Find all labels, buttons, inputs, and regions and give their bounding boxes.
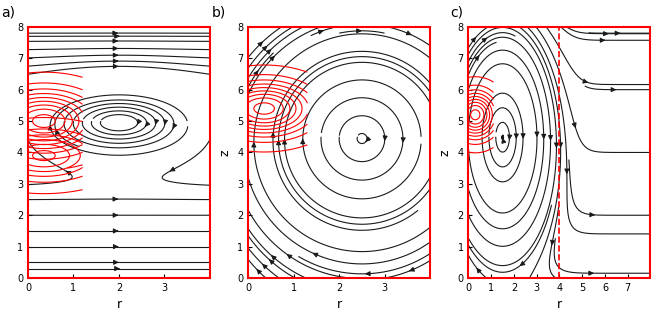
FancyArrowPatch shape xyxy=(113,197,117,201)
FancyArrowPatch shape xyxy=(266,50,271,54)
Y-axis label: z: z xyxy=(439,149,452,156)
FancyArrowPatch shape xyxy=(615,31,619,35)
FancyArrowPatch shape xyxy=(113,53,117,57)
FancyArrowPatch shape xyxy=(283,140,287,144)
FancyArrowPatch shape xyxy=(113,64,117,68)
FancyArrowPatch shape xyxy=(115,34,119,38)
FancyArrowPatch shape xyxy=(410,268,415,271)
FancyArrowPatch shape xyxy=(163,120,167,124)
FancyArrowPatch shape xyxy=(572,123,576,127)
FancyArrowPatch shape xyxy=(254,71,258,75)
FancyArrowPatch shape xyxy=(137,120,141,124)
FancyArrowPatch shape xyxy=(472,38,476,42)
FancyArrowPatch shape xyxy=(270,56,274,61)
FancyArrowPatch shape xyxy=(401,138,405,142)
FancyArrowPatch shape xyxy=(171,167,175,171)
FancyArrowPatch shape xyxy=(277,141,281,145)
FancyArrowPatch shape xyxy=(383,136,387,140)
FancyArrowPatch shape xyxy=(113,47,117,50)
FancyArrowPatch shape xyxy=(113,31,117,35)
FancyArrowPatch shape xyxy=(521,134,525,138)
FancyArrowPatch shape xyxy=(535,132,539,136)
FancyArrowPatch shape xyxy=(554,143,558,147)
FancyArrowPatch shape xyxy=(272,256,276,260)
FancyArrowPatch shape xyxy=(113,260,118,264)
FancyArrowPatch shape xyxy=(502,138,506,143)
FancyArrowPatch shape xyxy=(271,133,275,137)
FancyArrowPatch shape xyxy=(559,143,562,147)
FancyArrowPatch shape xyxy=(542,134,546,138)
FancyArrowPatch shape xyxy=(589,271,593,275)
FancyArrowPatch shape xyxy=(56,130,59,134)
FancyArrowPatch shape xyxy=(270,260,274,264)
FancyArrowPatch shape xyxy=(565,169,569,173)
FancyArrowPatch shape xyxy=(514,134,518,138)
Text: c): c) xyxy=(450,5,463,19)
FancyArrowPatch shape xyxy=(406,31,411,35)
FancyArrowPatch shape xyxy=(475,56,479,61)
FancyArrowPatch shape xyxy=(146,122,150,126)
FancyArrowPatch shape xyxy=(113,39,117,43)
FancyArrowPatch shape xyxy=(173,124,176,128)
Y-axis label: z: z xyxy=(218,149,232,156)
FancyArrowPatch shape xyxy=(604,32,607,36)
X-axis label: r: r xyxy=(116,298,121,311)
FancyArrowPatch shape xyxy=(318,30,323,34)
FancyArrowPatch shape xyxy=(550,240,554,244)
FancyArrowPatch shape xyxy=(252,143,256,147)
FancyArrowPatch shape xyxy=(113,229,117,233)
FancyArrowPatch shape xyxy=(263,264,267,269)
FancyArrowPatch shape xyxy=(583,79,587,83)
X-axis label: r: r xyxy=(557,298,562,311)
FancyArrowPatch shape xyxy=(258,42,262,46)
FancyArrowPatch shape xyxy=(257,270,261,274)
FancyArrowPatch shape xyxy=(477,268,481,273)
FancyArrowPatch shape xyxy=(548,136,552,139)
FancyArrowPatch shape xyxy=(66,171,71,175)
FancyArrowPatch shape xyxy=(113,59,117,63)
FancyArrowPatch shape xyxy=(520,262,525,265)
FancyArrowPatch shape xyxy=(115,267,119,270)
FancyArrowPatch shape xyxy=(357,29,361,33)
FancyArrowPatch shape xyxy=(366,272,370,275)
Text: b): b) xyxy=(212,5,226,19)
FancyArrowPatch shape xyxy=(48,126,52,130)
FancyArrowPatch shape xyxy=(600,38,604,42)
FancyArrowPatch shape xyxy=(314,253,318,257)
FancyArrowPatch shape xyxy=(611,88,615,92)
FancyArrowPatch shape xyxy=(482,38,487,42)
FancyArrowPatch shape xyxy=(301,140,304,144)
FancyArrowPatch shape xyxy=(262,46,267,50)
FancyArrowPatch shape xyxy=(508,135,512,139)
FancyArrowPatch shape xyxy=(155,120,159,124)
FancyArrowPatch shape xyxy=(113,245,117,249)
FancyArrowPatch shape xyxy=(590,213,594,217)
Text: a): a) xyxy=(1,5,14,19)
FancyArrowPatch shape xyxy=(287,255,292,259)
X-axis label: r: r xyxy=(337,298,342,311)
FancyArrowPatch shape xyxy=(113,213,117,217)
FancyArrowPatch shape xyxy=(366,137,371,141)
